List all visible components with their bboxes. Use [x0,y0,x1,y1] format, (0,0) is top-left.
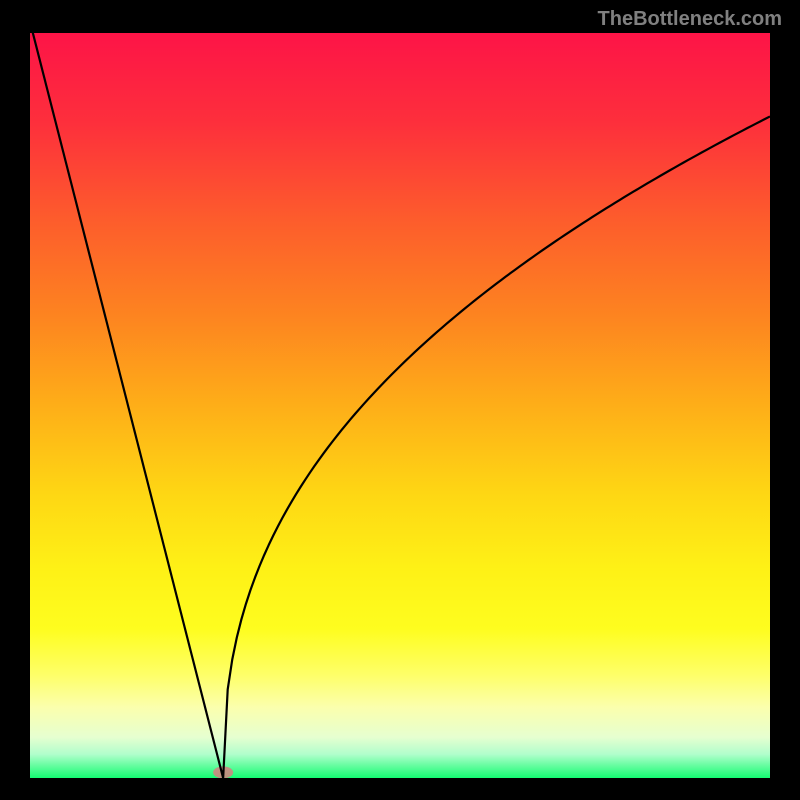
plot-area [30,33,770,778]
gradient-background [30,33,770,778]
chart-frame: TheBottleneck.com [0,0,800,800]
plot-svg [30,33,770,778]
watermark-text: TheBottleneck.com [598,8,782,31]
